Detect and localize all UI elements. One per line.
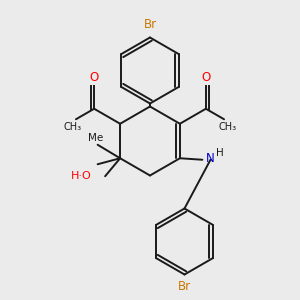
Text: H·O: H·O <box>71 171 92 181</box>
Text: O: O <box>89 71 99 84</box>
Text: Br: Br <box>143 17 157 31</box>
Text: Me: Me <box>88 133 104 143</box>
Text: Br: Br <box>178 280 191 293</box>
Text: H: H <box>216 148 224 158</box>
Text: O: O <box>201 71 211 84</box>
Text: CH₃: CH₃ <box>63 122 81 132</box>
Text: CH₃: CH₃ <box>219 122 237 132</box>
Text: N: N <box>206 152 215 165</box>
